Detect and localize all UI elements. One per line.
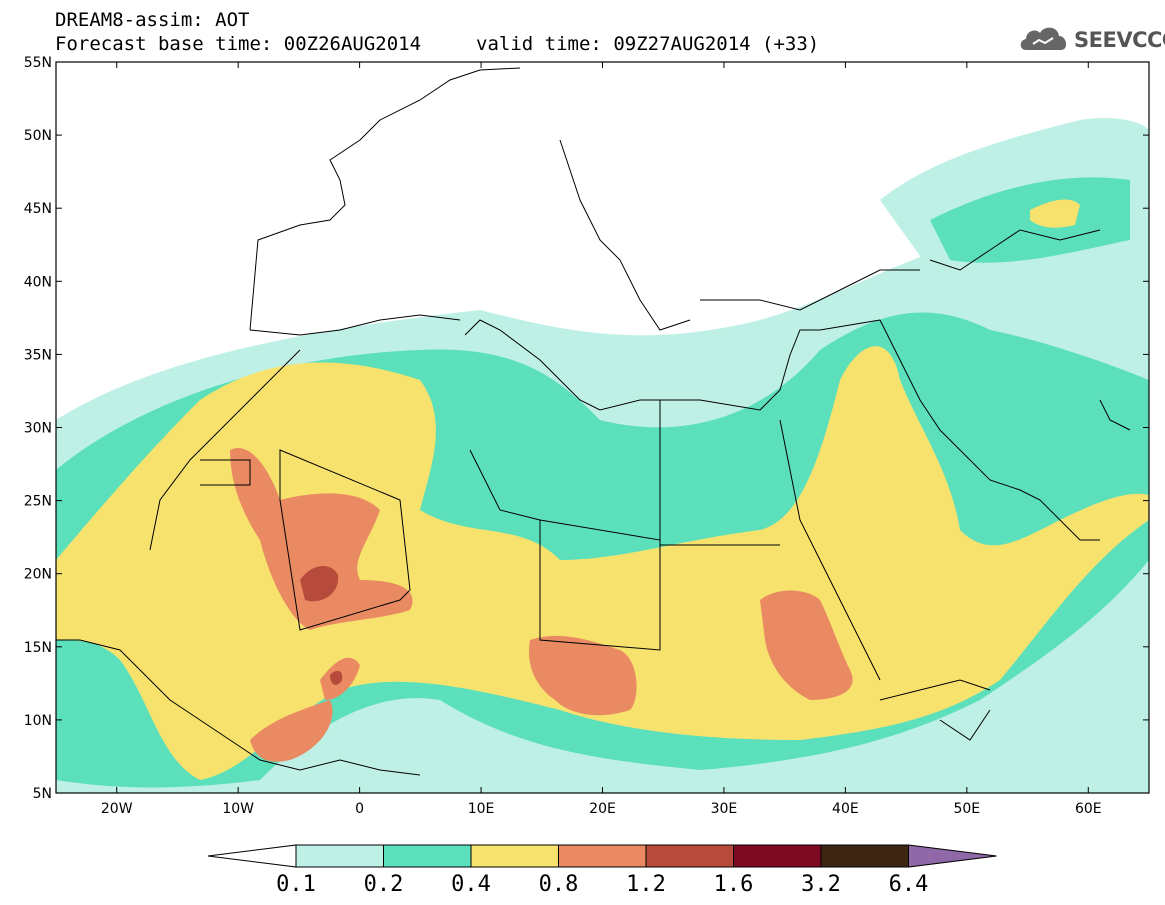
- colorbar-label: 0.4: [451, 872, 491, 897]
- colorbar: [207, 844, 997, 868]
- lat-tick-label: 30N: [24, 421, 52, 437]
- lat-tick-label: 5N: [33, 786, 52, 802]
- cloud-logo-icon: [1020, 27, 1067, 50]
- colorbar-segment: [295, 844, 384, 868]
- lon-tick-label: 20E: [589, 801, 616, 817]
- lon-tick-label: 60E: [1075, 801, 1102, 817]
- lon-tick-label: 40E: [832, 801, 859, 817]
- colorbar-segment: [733, 844, 822, 868]
- logo-text: SEEVCCC: [1074, 28, 1165, 52]
- map-title: DREAM8-assim: AOT: [55, 9, 250, 31]
- lon-tick-label: 10E: [468, 801, 495, 817]
- colorbar-segment: [558, 844, 647, 868]
- seevccc-logo: SEEVCCC: [1018, 22, 1165, 56]
- base-time: Forecast base time: 00Z26AUG2014: [55, 33, 422, 55]
- colorbar-label: 1.2: [626, 872, 666, 897]
- colorbar-label: 0.8: [538, 872, 579, 897]
- colorbar-segment: [470, 844, 559, 868]
- lat-tick-label: 50N: [24, 128, 52, 144]
- lon-tick-label: 0: [355, 801, 364, 817]
- lat-tick-label: 10N: [24, 713, 52, 729]
- colorbar-under-triangle: [207, 844, 297, 868]
- lat-tick-label: 15N: [24, 640, 52, 656]
- colorbar-segment: [645, 844, 734, 868]
- lon-tick-label: 10W: [222, 801, 254, 817]
- colorbar-segment: [383, 844, 472, 868]
- lat-tick-label: 45N: [24, 201, 52, 217]
- colorbar-label: 3.2: [801, 872, 841, 897]
- colorbar-label: 0.2: [363, 872, 404, 897]
- lat-tick-label: 40N: [24, 274, 52, 290]
- colorbar-label: 0.1: [276, 872, 316, 897]
- lat-tick-label: 55N: [24, 55, 52, 71]
- lon-tick-label: 20W: [101, 801, 133, 817]
- coastlines: [56, 67, 1131, 776]
- lat-tick-label: 35N: [24, 347, 52, 363]
- colorbar-over-triangle: [908, 844, 997, 868]
- latitude-axis: 55N 50N 45N 40N 35N 30N 25N 20N 15N 10N 5N: [24, 55, 1149, 802]
- longitude-axis: 20W 10W 0 10E 20E 30E 40E 50E 60E: [101, 62, 1102, 817]
- colorbar-label: 6.4: [888, 872, 929, 897]
- lat-tick-label: 20N: [24, 567, 52, 583]
- colorbar-segment: [820, 844, 909, 868]
- lon-tick-label: 50E: [953, 801, 980, 817]
- lon-tick-label: 30E: [711, 801, 738, 817]
- forecast-times: Forecast base time: 00Z26AUG2014 valid ti…: [55, 33, 819, 55]
- colorbar-label: 1.6: [713, 872, 754, 897]
- lat-tick-label: 25N: [24, 494, 52, 510]
- aot-shading: [56, 118, 1149, 793]
- valid-time: valid time: 09Z27AUG2014 (+33): [476, 33, 820, 55]
